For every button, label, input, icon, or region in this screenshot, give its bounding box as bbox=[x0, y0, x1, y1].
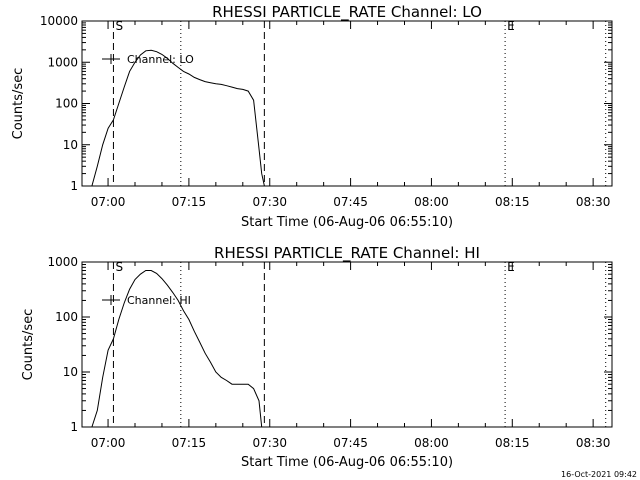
x-tick-label: 07:00 bbox=[91, 436, 126, 450]
y-tick-label: 100 bbox=[55, 310, 78, 324]
x-axis-label: Start Time (06-Aug-06 06:55:10) bbox=[241, 215, 453, 230]
x-tick-label: 07:30 bbox=[252, 436, 287, 450]
start-marker-label: S bbox=[115, 19, 123, 33]
end-marker-label: E bbox=[507, 260, 515, 274]
y-tick-label: 1000 bbox=[47, 255, 78, 269]
series-line bbox=[91, 49, 265, 186]
y-tick-label: 1 bbox=[70, 179, 78, 193]
chart-title: RHESSI PARTICLE_RATE Channel: HI bbox=[214, 244, 480, 263]
end-marker-label: E bbox=[507, 19, 515, 33]
legend-label: Channel: LO bbox=[127, 53, 194, 66]
y-tick-label: 10 bbox=[63, 138, 78, 152]
chart-panel-1: RHESSI PARTICLE_RATE Channel: LO Start Ti… bbox=[11, 3, 613, 230]
chart-panel-2: RHESSI PARTICLE_RATE Channel: HI Start Ti… bbox=[21, 244, 613, 470]
x-tick-label: 07:00 bbox=[91, 195, 126, 209]
x-tick-label: 08:15 bbox=[495, 195, 530, 209]
y-tick-label: 10000 bbox=[40, 14, 78, 28]
x-tick-label: 08:00 bbox=[414, 436, 449, 450]
plot-frame bbox=[81, 20, 613, 187]
x-tick-label: 08:00 bbox=[414, 195, 449, 209]
y-tick-label: 10 bbox=[63, 365, 78, 379]
y-axis-label: Counts/sec bbox=[11, 68, 26, 140]
x-tick-label: 07:15 bbox=[172, 436, 207, 450]
x-tick-label: 08:15 bbox=[495, 436, 530, 450]
x-tick-label: 07:30 bbox=[252, 195, 287, 209]
plot-frame bbox=[81, 261, 613, 428]
y-tick-label: 1000 bbox=[47, 55, 78, 69]
y-tick-label: 100 bbox=[55, 97, 78, 111]
footer-timestamp: 16-Oct-2021 09:42 bbox=[561, 470, 637, 479]
x-tick-label: 07:45 bbox=[333, 195, 368, 209]
x-tick-label: 07:45 bbox=[333, 436, 368, 450]
x-axis-label: Start Time (06-Aug-06 06:55:10) bbox=[241, 455, 453, 470]
x-tick-label: 08:30 bbox=[576, 195, 611, 209]
start-marker-label: S bbox=[115, 260, 123, 274]
y-tick-label: 1 bbox=[70, 420, 78, 434]
legend-label: Channel: HI bbox=[127, 294, 191, 307]
y-axis-label: Counts/sec bbox=[21, 309, 36, 381]
series-line bbox=[91, 270, 263, 427]
x-tick-label: 07:15 bbox=[172, 195, 207, 209]
x-tick-label: 08:30 bbox=[576, 436, 611, 450]
chart-title: RHESSI PARTICLE_RATE Channel: LO bbox=[212, 3, 482, 22]
